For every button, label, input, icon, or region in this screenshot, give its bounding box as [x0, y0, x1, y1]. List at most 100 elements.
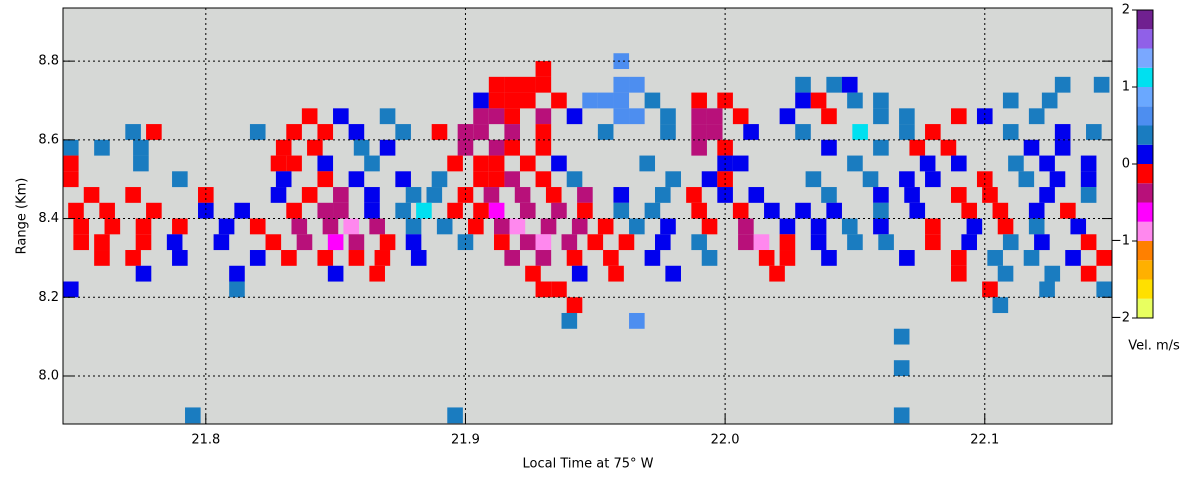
cell: [904, 187, 920, 203]
cell: [852, 124, 868, 140]
y-tick-label: 8.0: [38, 368, 59, 383]
cell: [779, 250, 796, 266]
cell: [1080, 171, 1097, 188]
cell: [795, 202, 811, 219]
cell: [229, 265, 245, 282]
cell: [317, 155, 334, 172]
cell: [629, 76, 645, 93]
cell: [545, 187, 562, 203]
colorbar-swatch: [1137, 164, 1153, 184]
cell: [732, 202, 749, 219]
cell: [63, 171, 79, 188]
cell: [333, 202, 349, 219]
cell: [997, 265, 1014, 282]
cell: [83, 187, 100, 203]
cell: [1054, 124, 1071, 140]
colorbar-label: Vel. m/s: [1128, 339, 1180, 354]
cell: [431, 124, 448, 140]
cell: [821, 187, 837, 203]
cell: [701, 171, 718, 188]
cell: [94, 250, 110, 266]
cell: [1065, 250, 1081, 266]
cell: [597, 218, 614, 235]
cell: [644, 92, 661, 109]
cell: [899, 124, 915, 140]
cell: [353, 139, 370, 156]
cell: [281, 250, 297, 266]
cell: [63, 155, 79, 172]
cell: [374, 250, 391, 266]
cell: [821, 250, 837, 266]
cell: [577, 202, 593, 219]
colorbar-swatch: [1137, 29, 1153, 49]
cell: [893, 328, 910, 345]
cell: [1002, 92, 1019, 109]
cell: [629, 108, 645, 125]
cell: [810, 218, 827, 235]
cell: [494, 218, 510, 235]
cell: [893, 407, 910, 424]
cell: [561, 234, 578, 251]
cell: [925, 234, 941, 251]
y-tick-label: 8.4: [38, 211, 59, 226]
cell: [73, 218, 89, 235]
cell: [535, 171, 552, 188]
cell: [504, 108, 521, 125]
cell: [951, 187, 967, 203]
cell: [997, 218, 1014, 235]
cell: [457, 124, 474, 140]
x-tick-label: 21.8: [191, 433, 220, 448]
cell: [1039, 187, 1055, 203]
colorbar-tick-label: 0: [1122, 157, 1130, 172]
cell: [436, 218, 453, 235]
cell: [348, 250, 365, 266]
cell: [1028, 202, 1045, 219]
cell: [172, 250, 188, 266]
cell: [301, 187, 318, 203]
cell: [577, 187, 593, 203]
cell: [1008, 155, 1024, 172]
cell: [764, 202, 780, 219]
cell: [343, 218, 360, 235]
cell: [426, 187, 443, 203]
cell: [706, 124, 723, 140]
x-axis-label: Local Time at 75° W: [523, 457, 654, 472]
cell: [133, 139, 149, 156]
cell: [1086, 124, 1102, 140]
cell: [504, 250, 521, 266]
cell: [447, 407, 463, 424]
cell: [551, 155, 567, 172]
cell: [629, 312, 645, 329]
cell: [644, 250, 661, 266]
cell: [608, 265, 624, 282]
colorbar-tick-label: 2: [1122, 3, 1130, 18]
cell: [327, 234, 344, 251]
cell: [249, 124, 266, 140]
cell: [519, 76, 536, 93]
cell: [488, 108, 505, 125]
cell: [525, 265, 541, 282]
cell: [535, 250, 552, 266]
x-tick-label: 22.0: [711, 433, 740, 448]
cell: [769, 265, 785, 282]
cell: [810, 92, 827, 109]
cell: [322, 218, 339, 235]
cell: [873, 139, 889, 156]
cell: [873, 218, 889, 235]
cell: [535, 76, 552, 93]
cell: [473, 124, 489, 140]
cell: [821, 139, 837, 156]
cell: [249, 250, 266, 266]
cell: [613, 76, 630, 93]
cell: [613, 53, 630, 70]
cell: [551, 92, 567, 109]
cell: [919, 155, 936, 172]
cell: [535, 234, 552, 251]
cell: [847, 92, 863, 109]
cell: [1028, 108, 1045, 125]
cell: [379, 139, 396, 156]
colorbar-swatch: [1137, 67, 1153, 87]
cell: [691, 139, 707, 156]
cell: [1054, 76, 1071, 93]
cell: [951, 108, 967, 125]
